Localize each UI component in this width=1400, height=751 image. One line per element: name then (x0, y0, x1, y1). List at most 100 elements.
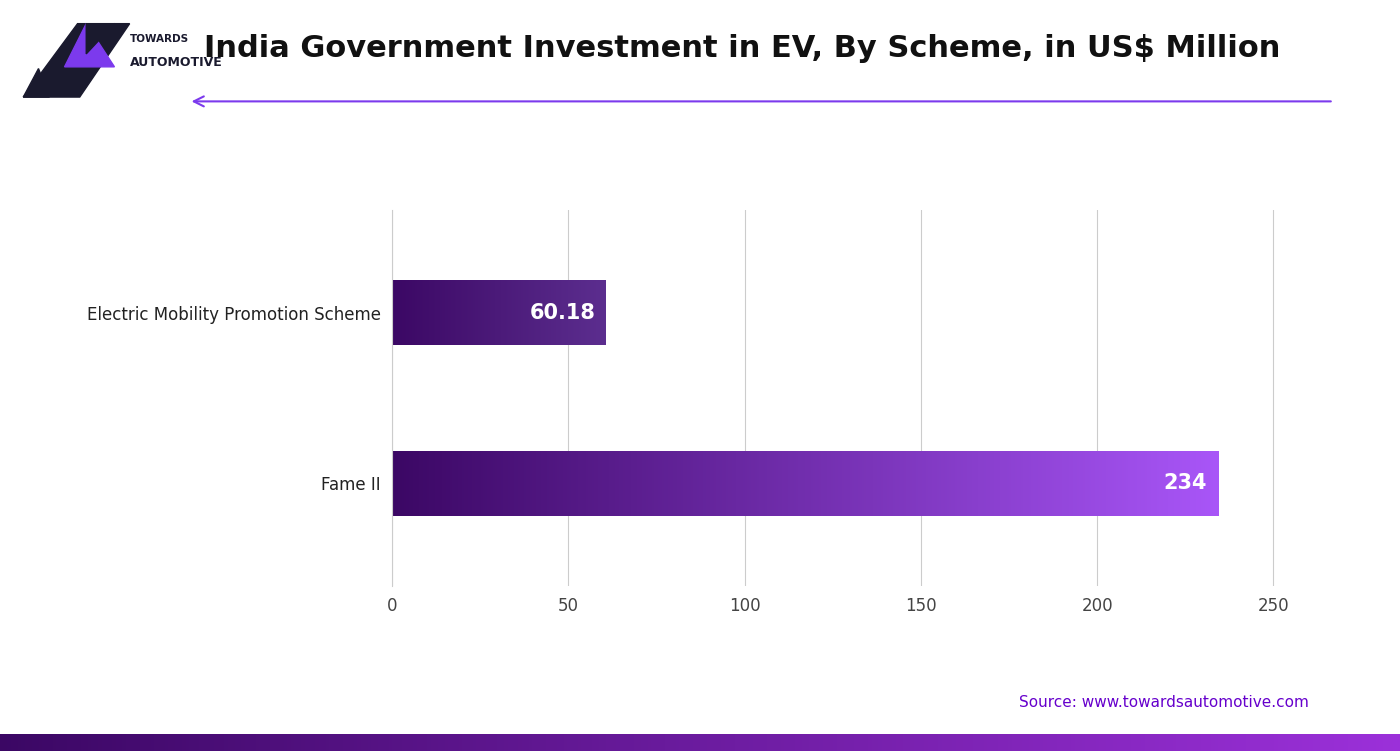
Bar (435, 451, 440, 516)
Bar (980, 451, 984, 516)
Bar (1141, 734, 1145, 751)
Bar (1176, 451, 1180, 516)
Bar (619, 451, 623, 516)
Bar (781, 451, 785, 516)
Bar (493, 451, 497, 516)
Bar (942, 451, 946, 516)
Bar (549, 280, 552, 345)
Bar (840, 734, 846, 751)
Bar (990, 451, 994, 516)
Bar (165, 734, 169, 751)
Bar (392, 280, 395, 345)
Bar (554, 451, 559, 516)
Bar (540, 280, 542, 345)
Bar (1053, 734, 1058, 751)
Bar (389, 734, 393, 751)
Bar (409, 280, 412, 345)
Bar (487, 451, 491, 516)
Bar (484, 280, 486, 345)
Bar (532, 451, 536, 516)
Bar (448, 451, 452, 516)
Bar (560, 280, 563, 345)
Bar (556, 280, 559, 345)
Bar (1077, 451, 1081, 516)
Bar (1323, 734, 1327, 751)
Bar (1327, 734, 1331, 751)
Bar (566, 280, 568, 345)
Bar (396, 451, 400, 516)
Bar (466, 280, 469, 345)
Bar (0, 734, 6, 751)
Bar (454, 280, 456, 345)
Bar (771, 451, 776, 516)
Bar (1057, 734, 1061, 751)
Bar (486, 280, 489, 345)
Bar (596, 280, 598, 345)
Bar (416, 280, 419, 345)
Bar (266, 734, 270, 751)
Bar (720, 451, 724, 516)
Bar (893, 451, 897, 516)
Bar (497, 280, 500, 345)
Bar (601, 280, 603, 345)
Bar (1019, 734, 1023, 751)
Bar (823, 734, 827, 751)
Bar (430, 280, 433, 345)
Bar (1117, 734, 1121, 751)
Bar (742, 451, 746, 516)
Bar (426, 280, 428, 345)
Bar (986, 451, 990, 516)
Bar (697, 734, 701, 751)
Bar (462, 280, 465, 345)
Bar (1012, 451, 1016, 516)
Bar (469, 280, 472, 345)
Bar (809, 734, 813, 751)
Bar (489, 451, 493, 516)
Bar (650, 451, 654, 516)
Bar (1333, 734, 1338, 751)
Bar (539, 734, 543, 751)
Bar (486, 280, 489, 345)
Bar (400, 280, 403, 345)
Bar (598, 451, 602, 516)
Bar (773, 734, 778, 751)
Bar (1127, 451, 1130, 516)
Bar (1355, 734, 1359, 751)
Bar (599, 734, 603, 751)
Bar (568, 280, 570, 345)
Bar (395, 280, 398, 345)
Bar (823, 451, 827, 516)
Bar (645, 451, 650, 516)
Bar (431, 451, 435, 516)
Bar (619, 734, 624, 751)
Bar (483, 280, 484, 345)
Bar (714, 451, 718, 516)
Bar (1274, 734, 1278, 751)
Bar (791, 734, 795, 751)
Bar (484, 451, 489, 516)
Bar (521, 280, 522, 345)
Bar (563, 280, 564, 345)
Bar (458, 451, 462, 516)
Bar (1155, 451, 1159, 516)
Bar (755, 451, 759, 516)
Bar (1193, 451, 1196, 516)
Bar (739, 451, 742, 516)
Bar (1130, 451, 1134, 516)
Bar (1243, 734, 1247, 751)
Bar (766, 451, 769, 516)
Bar (545, 451, 549, 516)
Bar (531, 451, 533, 516)
Bar (1316, 734, 1320, 751)
Bar (532, 280, 535, 345)
Bar (31, 734, 36, 751)
Bar (1116, 451, 1120, 516)
Bar (588, 280, 591, 345)
Bar (595, 280, 598, 345)
Bar (536, 280, 539, 345)
Bar (580, 451, 584, 516)
Bar (781, 734, 785, 751)
Bar (410, 451, 414, 516)
Bar (501, 734, 505, 751)
Bar (73, 734, 78, 751)
